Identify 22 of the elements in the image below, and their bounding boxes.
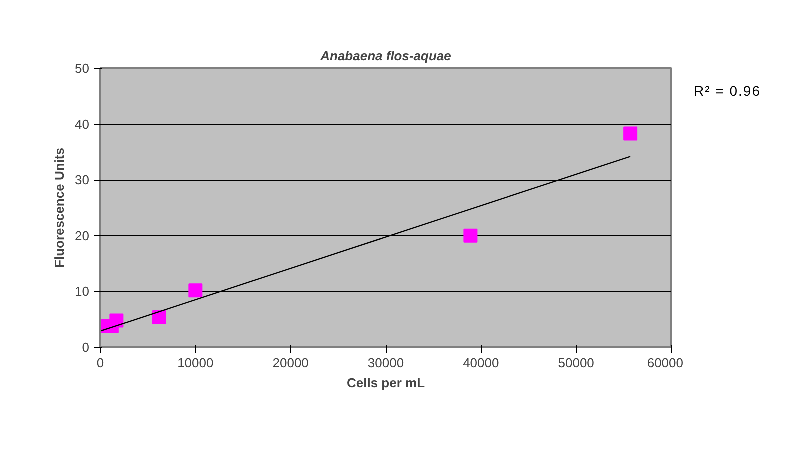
point: [110, 314, 124, 328]
x-tick-label: 10000: [178, 356, 214, 370]
y-tick-label: 10: [75, 284, 90, 300]
x-tick-label: 50000: [558, 356, 594, 370]
x-axis-title: Cells per mL: [346, 376, 426, 390]
x-tick-label: 40000: [463, 356, 500, 370]
y-tick-label: 50: [75, 61, 90, 76]
point: [464, 228, 478, 243]
y-tick-label: 20: [75, 228, 90, 244]
y-axis-title: Fluorescence Units: [52, 148, 68, 268]
chart-title: Anabaena flos-aquae: [320, 48, 452, 64]
y-tick-label: 30: [75, 172, 90, 188]
point: [152, 310, 167, 324]
x-tick-label: 60000: [647, 356, 684, 370]
point: [624, 126, 638, 141]
point: [188, 284, 203, 298]
x-tick-label: 30000: [368, 356, 404, 370]
x-tick-label: 20000: [272, 356, 309, 370]
y-tick-label: 40: [75, 116, 90, 132]
text: R² = 0.96: [694, 82, 761, 101]
y-tick-label: 0: [82, 340, 90, 355]
x-tick-label: 0: [96, 356, 104, 370]
